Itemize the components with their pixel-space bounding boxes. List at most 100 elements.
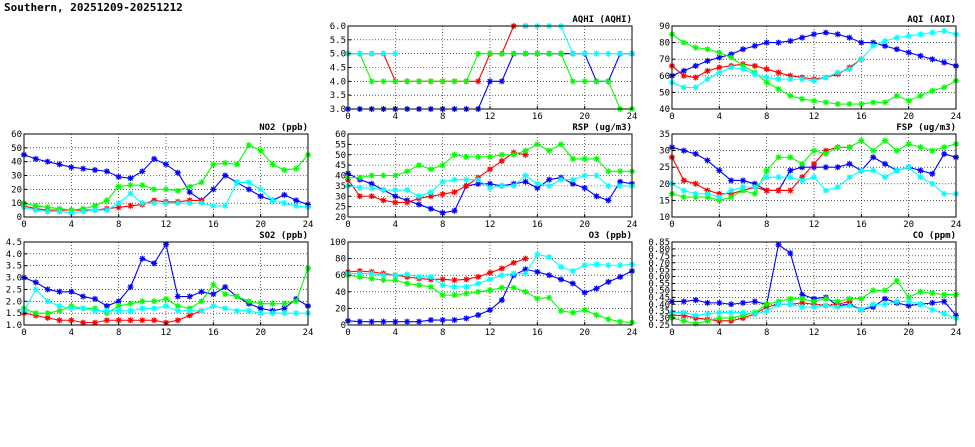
chart-title-aqhi: AQHI (AQHI) bbox=[572, 15, 632, 25]
data-point-green bbox=[751, 190, 758, 197]
data-point-green bbox=[917, 144, 924, 151]
data-point-cyan bbox=[787, 301, 794, 308]
data-point-cyan bbox=[380, 187, 387, 194]
data-point-cyan bbox=[44, 298, 51, 305]
data-point-green bbox=[941, 84, 948, 91]
data-point-red bbox=[775, 69, 782, 76]
data-point-blue bbox=[139, 255, 146, 262]
data-point-cyan bbox=[716, 194, 723, 201]
data-point-green bbox=[151, 298, 158, 305]
data-point-blue bbox=[569, 180, 576, 187]
data-point-green bbox=[281, 300, 288, 307]
data-point-green bbox=[692, 320, 699, 327]
data-point-cyan bbox=[115, 200, 122, 207]
data-point-green bbox=[392, 172, 399, 179]
data-point-cyan bbox=[692, 312, 699, 319]
data-point-blue bbox=[605, 278, 612, 285]
data-point-cyan bbox=[605, 182, 612, 189]
data-point-green bbox=[451, 151, 458, 158]
data-point-green bbox=[704, 194, 711, 201]
chart-so2: 0 4 8 12 16 20 24 1.0 1.5 2.0 2.53.0 3.5 4.0 4.5 SO2 (… bbox=[6, 231, 314, 338]
data-point-green bbox=[174, 303, 181, 310]
data-point-cyan bbox=[380, 272, 387, 279]
y-tick-label: 10 bbox=[11, 199, 22, 209]
data-point-cyan bbox=[728, 64, 735, 71]
data-point-blue bbox=[787, 167, 794, 174]
data-point-green bbox=[811, 298, 817, 305]
data-point-blue bbox=[704, 157, 711, 164]
data-point-cyan bbox=[56, 303, 63, 310]
data-point-blue bbox=[416, 318, 422, 325]
data-point-blue bbox=[917, 167, 924, 174]
data-point-red bbox=[56, 317, 63, 324]
data-point-red bbox=[680, 72, 687, 79]
data-point-green bbox=[475, 288, 482, 295]
data-point-blue bbox=[569, 280, 576, 287]
chart-no2: 0 4 8 12 16 20 24 0 10 20 30 40 50 60 NO2 (ppb) bbox=[11, 123, 313, 230]
data-point-cyan bbox=[834, 184, 841, 191]
x-tick-label: 20 bbox=[903, 112, 914, 122]
y-tick-label: 2.0 bbox=[6, 297, 22, 307]
data-point-blue bbox=[870, 39, 877, 46]
data-point-blue bbox=[941, 150, 948, 157]
data-point-green bbox=[846, 144, 853, 151]
data-point-green bbox=[463, 290, 470, 297]
y-tick-label: 6.0 bbox=[330, 22, 346, 32]
data-point-green bbox=[546, 50, 553, 57]
data-point-blue bbox=[751, 180, 758, 187]
data-point-green bbox=[510, 50, 517, 57]
x-tick-label: 8 bbox=[764, 220, 769, 230]
data-point-green bbox=[174, 187, 181, 194]
data-point-red bbox=[811, 160, 817, 167]
x-tick-label: 4 bbox=[69, 328, 74, 338]
y-tick-label: 60 bbox=[335, 271, 346, 281]
data-point-green bbox=[593, 312, 600, 319]
data-point-blue bbox=[834, 31, 841, 38]
y-tick-label: 3.5 bbox=[330, 91, 346, 101]
data-point-green bbox=[917, 92, 924, 99]
data-point-blue bbox=[368, 180, 375, 187]
data-point-cyan bbox=[245, 307, 252, 314]
data-point-cyan bbox=[498, 272, 505, 279]
data-point-blue bbox=[941, 59, 948, 66]
data-point-blue bbox=[882, 42, 888, 49]
x-tick-label: 16 bbox=[856, 220, 867, 230]
data-point-blue bbox=[210, 291, 217, 298]
data-point-blue bbox=[92, 166, 98, 173]
chart-aqhi: 0 4 8 12 16 20 24 3.0 3.5 4.0 4.5 5.0 5.5 6.0 AQHI (AQ… bbox=[330, 15, 638, 122]
data-point-green bbox=[763, 79, 770, 86]
data-point-green bbox=[569, 78, 576, 85]
data-point-cyan bbox=[917, 31, 924, 38]
data-point-green bbox=[427, 166, 434, 173]
data-point-cyan bbox=[775, 174, 782, 181]
data-point-blue bbox=[728, 177, 735, 184]
data-point-green bbox=[56, 307, 63, 314]
data-point-green bbox=[929, 87, 936, 94]
data-point-cyan bbox=[56, 208, 63, 215]
data-point-blue bbox=[941, 298, 948, 305]
data-point-green bbox=[680, 317, 687, 324]
data-point-cyan bbox=[186, 307, 193, 314]
data-point-blue bbox=[257, 193, 264, 200]
data-point-green bbox=[281, 166, 288, 173]
data-point-blue bbox=[439, 317, 446, 324]
data-point-cyan bbox=[356, 184, 363, 191]
data-point-cyan bbox=[740, 66, 746, 73]
data-point-blue bbox=[56, 288, 63, 295]
data-point-red bbox=[728, 190, 735, 197]
chart-title-co: CO (ppm) bbox=[913, 231, 956, 241]
data-point-green bbox=[186, 183, 193, 190]
data-point-cyan bbox=[416, 193, 422, 200]
data-point-cyan bbox=[186, 200, 193, 207]
y-tick-label: 0.25 bbox=[648, 321, 670, 331]
data-point-cyan bbox=[68, 209, 75, 216]
data-point-red bbox=[174, 317, 181, 324]
data-point-blue bbox=[751, 298, 758, 305]
chart-aqi: 0 4 8 12 16 20 24 40 50 60 70 80 90 AQI (AQI) bbox=[659, 15, 961, 122]
data-point-green bbox=[905, 294, 912, 301]
data-point-blue bbox=[692, 62, 699, 69]
data-point-blue bbox=[392, 193, 399, 200]
data-point-cyan bbox=[787, 174, 794, 181]
data-point-cyan bbox=[716, 309, 723, 316]
x-tick-label: 8 bbox=[440, 112, 445, 122]
